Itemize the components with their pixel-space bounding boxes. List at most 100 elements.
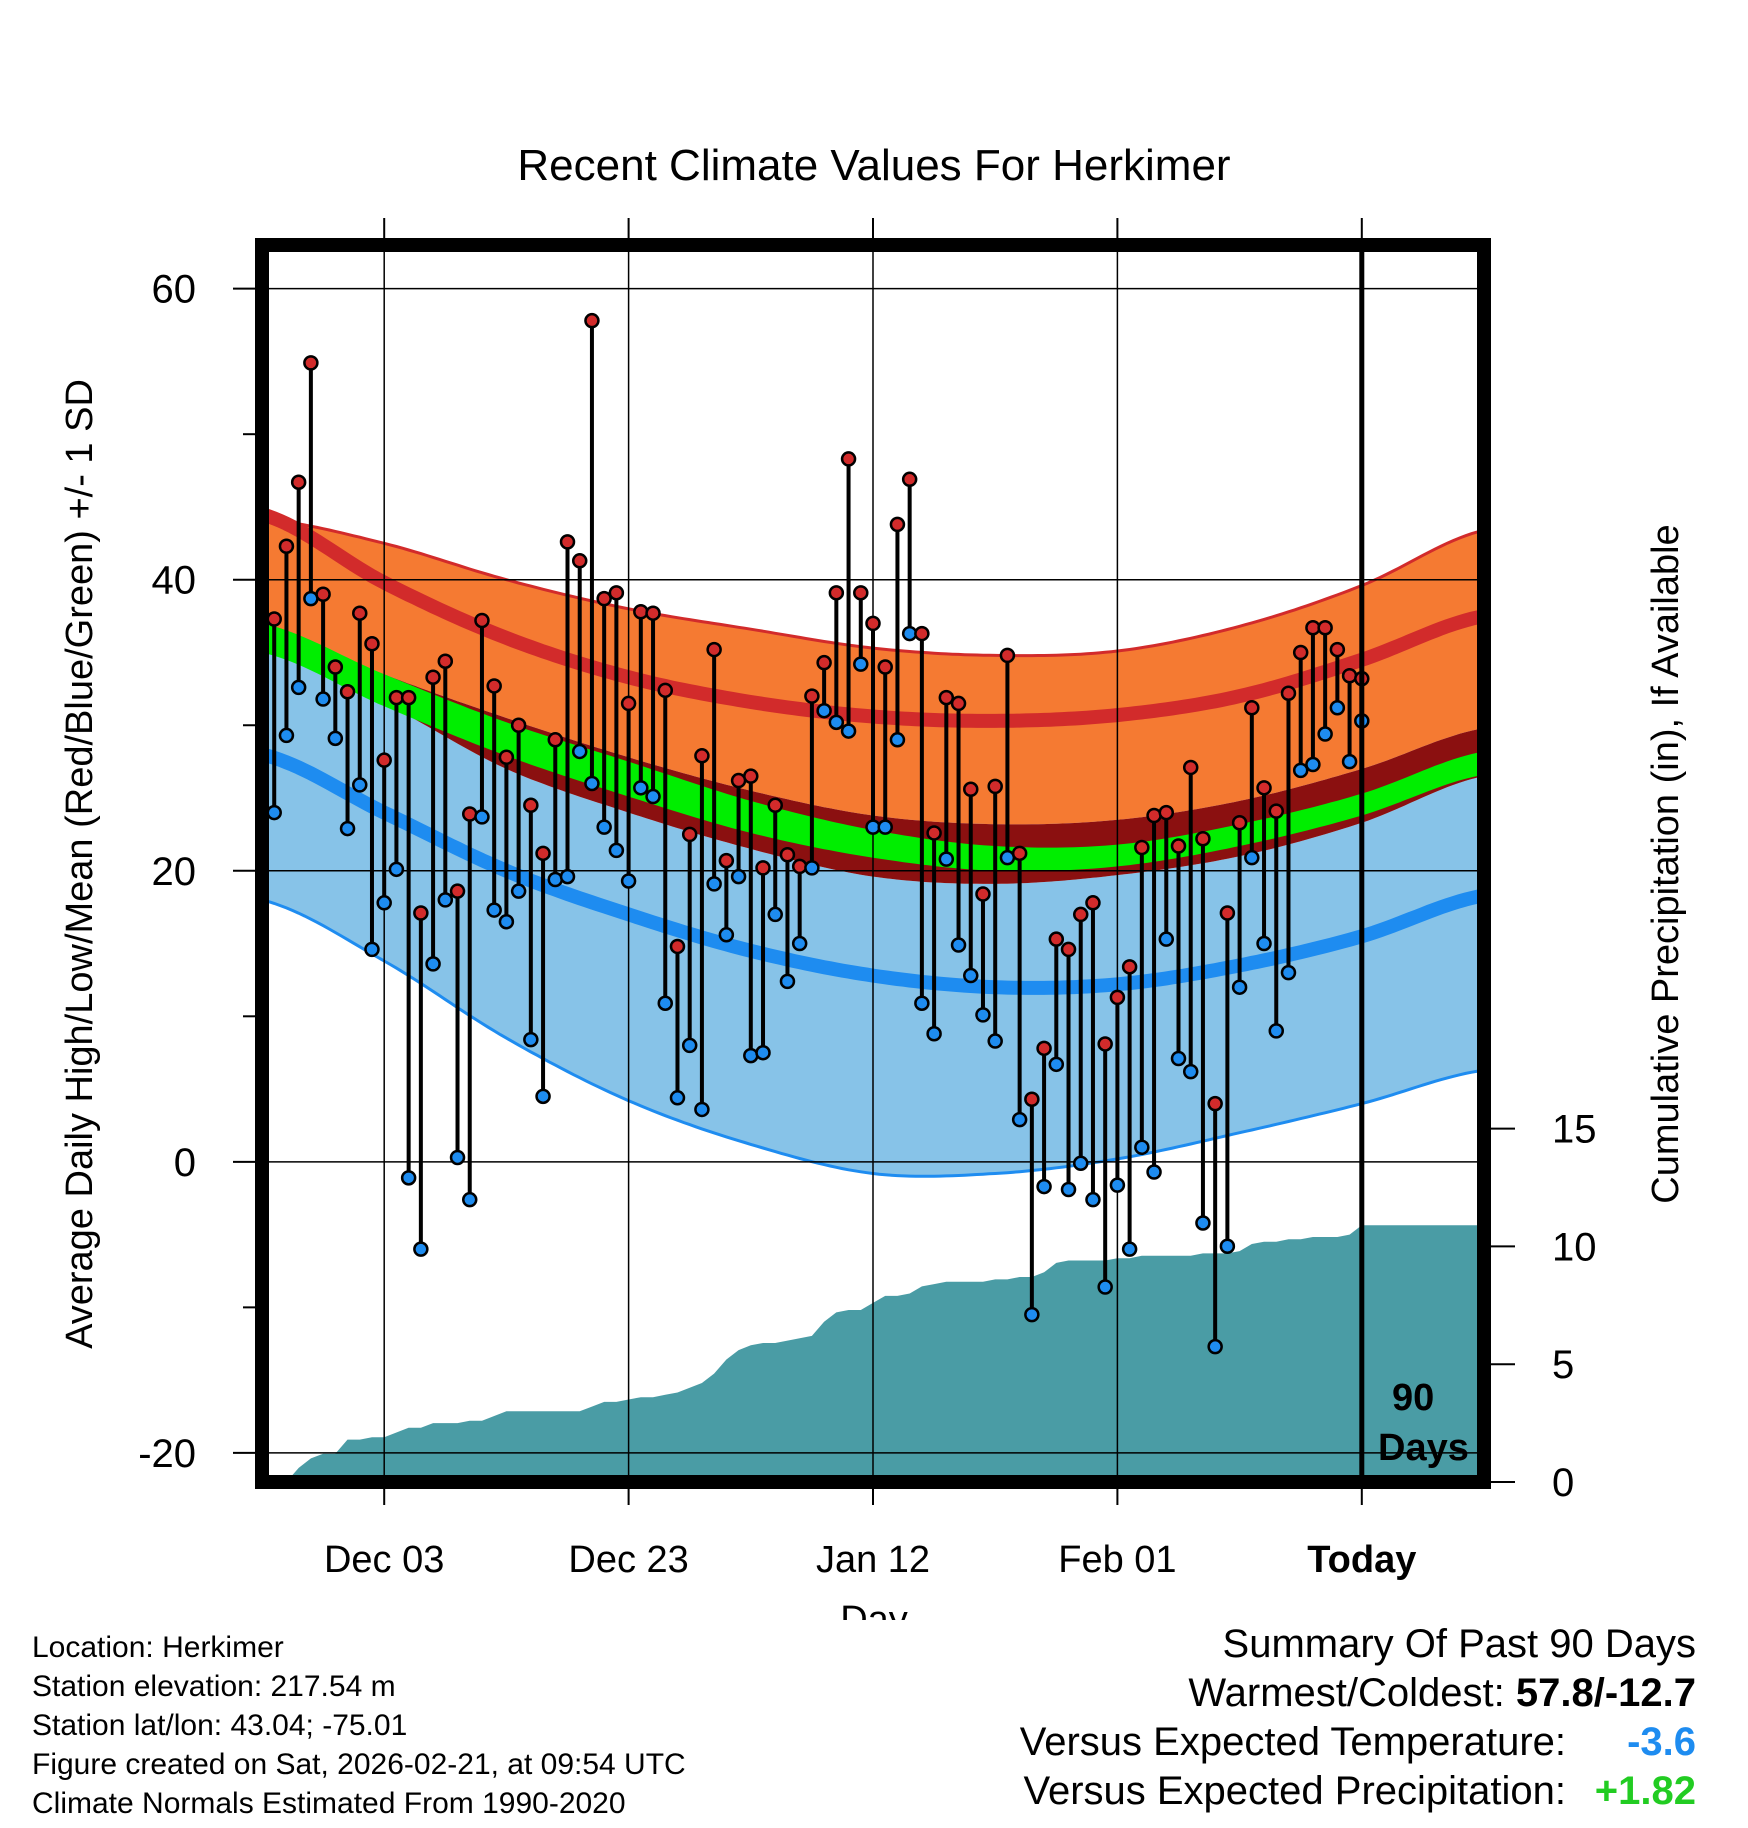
low-dot <box>449 1149 466 1166</box>
y-axis-label-left: Average Daily High/Low/Mean (Red/Blue/Gr… <box>59 379 101 1349</box>
high-dot <box>645 605 661 621</box>
low-dot <box>1244 849 1260 866</box>
high-dot <box>559 534 576 550</box>
high-dot <box>840 451 857 467</box>
low-dot <box>1121 1241 1138 1257</box>
low-dot <box>498 913 515 930</box>
low-dot <box>547 871 564 888</box>
precip-departure-label: Versus Expected Precipitation: <box>1023 1769 1566 1813</box>
high-dot <box>1048 931 1065 947</box>
high-dot <box>1121 959 1138 975</box>
gridlines <box>262 245 1484 1482</box>
low-dot <box>461 1191 478 1208</box>
high-dot <box>669 938 686 955</box>
elevation-text: Station elevation: 217.54 m <box>32 1670 396 1703</box>
low-dot <box>1048 1056 1065 1073</box>
high-dot <box>755 860 771 876</box>
high-dot <box>437 653 454 669</box>
y-tick-label: 60 <box>152 268 197 312</box>
high-dot <box>290 474 307 490</box>
overlap-band <box>262 623 1484 884</box>
plot-frame <box>255 238 1491 1489</box>
low-dot <box>1085 1191 1101 1208</box>
low-dot <box>718 927 735 943</box>
high-dot <box>681 826 698 843</box>
mean-band <box>262 623 1484 872</box>
high-dot <box>1134 839 1150 856</box>
low-dot <box>963 967 979 984</box>
high-dot <box>620 695 637 712</box>
low-dot <box>315 691 331 707</box>
high-dot <box>914 625 930 642</box>
low-dot <box>1072 1155 1089 1172</box>
low-dot <box>486 902 502 918</box>
summary-title: Summary Of Past 90 Days <box>1222 1622 1696 1666</box>
high-dot <box>364 636 380 652</box>
low-dot <box>1109 1177 1126 1193</box>
low-dot <box>571 743 588 760</box>
high-dot <box>743 768 759 784</box>
low-dot <box>633 780 649 796</box>
low-dot <box>1280 964 1297 981</box>
high-dot <box>339 684 356 700</box>
high-dot <box>474 612 490 629</box>
low-dot <box>743 1047 759 1064</box>
high-dot <box>938 689 955 706</box>
high-dot <box>510 717 527 733</box>
high-dot <box>523 797 539 814</box>
high-dot <box>535 845 551 862</box>
low-dot <box>535 1088 551 1105</box>
low-dot <box>1268 1023 1285 1039</box>
station-info: Location: Herkimer Station elevation: 21… <box>32 1628 686 1823</box>
high-dot <box>449 883 466 899</box>
low-dot <box>657 995 674 1011</box>
low-dot <box>523 1031 539 1048</box>
high-dot <box>926 825 942 841</box>
low-dot <box>987 1033 1003 1049</box>
precip-departure-row: Versus Expected Precipitation: +1.82 <box>1020 1767 1696 1816</box>
daily-range-lines <box>266 312 1370 1355</box>
high-dot <box>1280 685 1297 701</box>
high-dot <box>413 905 429 921</box>
low-dot <box>376 895 392 911</box>
high-dot <box>1268 803 1285 819</box>
low-dot <box>559 868 576 885</box>
low-dot <box>1195 1215 1211 1231</box>
low-dot <box>1158 931 1175 947</box>
high-dot <box>657 682 674 699</box>
x-tick-label: Dec 23 <box>568 1539 688 1581</box>
low-dot <box>364 941 380 958</box>
y-tick-label: 20 <box>152 850 197 894</box>
low-dot <box>975 1007 991 1023</box>
low-dot <box>608 842 625 859</box>
x-tick-label: Jan 12 <box>816 1539 930 1581</box>
low-dot <box>1024 1306 1040 1323</box>
high-dot <box>1158 804 1175 821</box>
low-dot <box>266 804 282 821</box>
low-dot <box>1060 1181 1077 1198</box>
high-dot <box>816 654 832 671</box>
low-dot <box>290 679 307 696</box>
low-dot <box>791 935 808 952</box>
high-dot <box>1024 1091 1040 1108</box>
high-dot <box>1072 906 1089 923</box>
low-dot <box>596 819 612 835</box>
low-dot <box>339 820 356 837</box>
high-dot <box>1219 905 1236 921</box>
low-dot <box>669 1090 686 1106</box>
temp-departure-row: Versus Expected Temperature: -3.6 <box>1020 1718 1696 1767</box>
high-dot <box>767 797 783 814</box>
warmest-coldest-row: Warmest/Coldest: 57.8/-12.7 <box>1020 1669 1696 1718</box>
low-dot <box>730 868 747 885</box>
precip-departure-value: +1.82 <box>1594 1769 1696 1813</box>
high-dot <box>1170 838 1187 854</box>
high-dot <box>1085 895 1101 911</box>
high-dot <box>315 586 331 603</box>
low-dot <box>938 851 955 867</box>
low-dot <box>388 861 405 878</box>
location-text: Location: Herkimer <box>32 1631 284 1664</box>
x-tick-marks-top <box>383 218 1363 238</box>
precipitation-area <box>274 1225 1484 1482</box>
high-dot <box>706 641 722 658</box>
high-dot <box>889 516 906 533</box>
